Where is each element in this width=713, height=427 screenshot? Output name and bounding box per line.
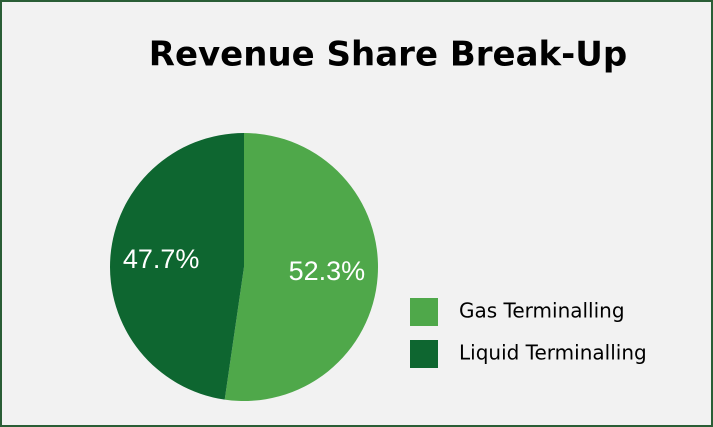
legend-label: Liquid Terminalling [459,341,647,365]
pie-slice [110,133,245,400]
chart-title: Revenue Share Break-Up [149,35,627,75]
legend-swatch [410,298,438,326]
pie-slice [224,133,379,402]
legend-label: Gas Terminalling [459,299,625,323]
data-label: 52.3% [289,256,366,286]
legend-swatch [410,340,438,368]
data-label: 47.7% [123,244,200,274]
